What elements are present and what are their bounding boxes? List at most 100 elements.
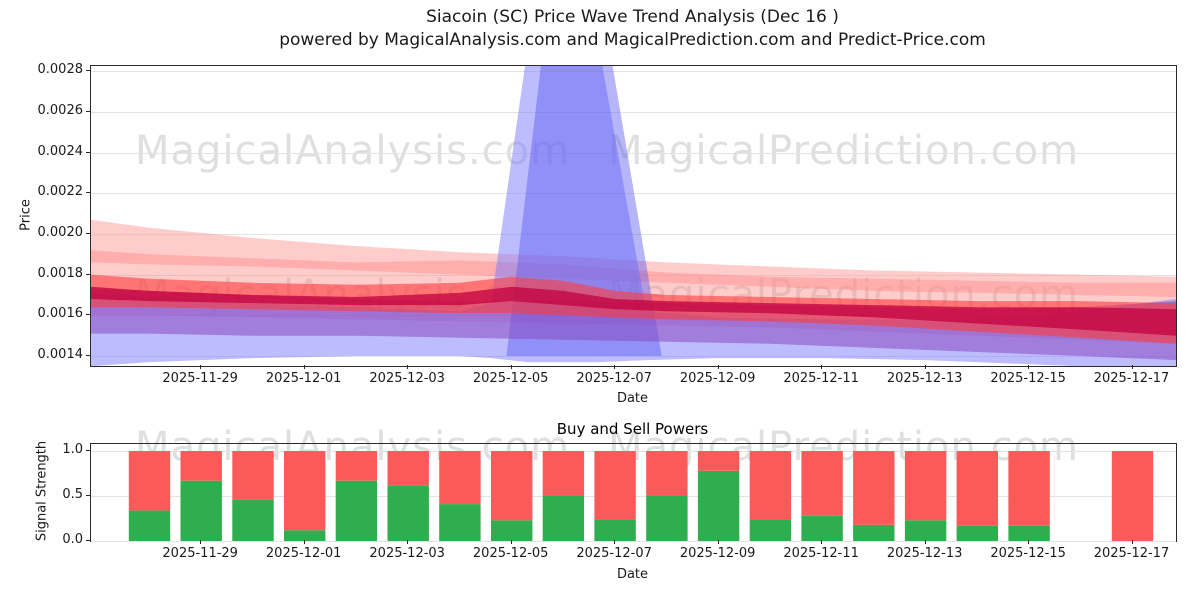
y-tick-label: 0.0014 xyxy=(37,347,84,362)
band-core-crimson xyxy=(91,286,1176,336)
x-tick-label: 2025-11-29 xyxy=(162,371,238,386)
y-tick-label: 0.0 xyxy=(62,532,83,547)
x-tick-label: 2025-12-11 xyxy=(783,546,859,561)
sell-bar-2025-12-05 xyxy=(491,451,533,521)
y-tick-mark xyxy=(86,540,90,541)
buy-bar-2025-12-14 xyxy=(956,525,998,541)
power-chart-title: Buy and Sell Powers xyxy=(556,420,709,438)
x-tick-label: 2025-12-09 xyxy=(679,371,756,386)
x-tick-label: 2025-12-17 xyxy=(1093,546,1170,561)
y-tick-label: 0.0020 xyxy=(37,224,84,240)
y-tick-mark xyxy=(86,495,90,496)
y-tick-mark xyxy=(86,232,90,234)
price-wave-bands xyxy=(91,66,1176,366)
y-tick-mark xyxy=(86,110,90,112)
figure-title: Siacoin (SC) Price Wave Trend Analysis (… xyxy=(426,7,839,27)
buy-bar-2025-12-05 xyxy=(491,520,533,541)
x-tick-label: 2025-12-11 xyxy=(783,371,859,386)
buy-bar-2025-12-15 xyxy=(1008,525,1050,541)
y-tick-mark xyxy=(86,355,90,356)
sell-bar-2025-12-09 xyxy=(697,451,740,471)
x-tick-label: 2025-12-07 xyxy=(576,546,652,561)
buy-bar-2025-12-13 xyxy=(904,520,947,541)
x-tick-label: 2025-12-15 xyxy=(990,371,1066,386)
price-x-axis-label: Date xyxy=(616,391,649,406)
x-tick-label: 2025-12-03 xyxy=(369,371,445,386)
band-outer-pink xyxy=(91,219,1176,297)
buy-bar-2025-11-28 xyxy=(128,510,171,541)
sell-bar-2025-12-06 xyxy=(542,451,585,496)
sell-bar-2025-12-03 xyxy=(387,451,429,486)
y-tick-label: 0.0018 xyxy=(37,265,84,281)
buy-bar-2025-11-30 xyxy=(232,499,274,541)
gridline xyxy=(91,541,1176,542)
buy-bar-2025-12-12 xyxy=(853,524,895,541)
figure-subtitle: powered by MagicalAnalysis.com and Magic… xyxy=(279,30,986,50)
sell-bar-2025-12-11 xyxy=(801,451,843,516)
x-tick-label: 2025-12-05 xyxy=(472,371,549,386)
x-tick-mark xyxy=(303,540,305,544)
x-tick-mark xyxy=(924,540,926,544)
x-tick-mark xyxy=(924,365,926,369)
y-tick-label: 0.5 xyxy=(62,487,83,502)
x-tick-mark xyxy=(200,365,202,369)
gridline xyxy=(91,193,1176,195)
sell-bar-2025-12-01 xyxy=(284,451,326,531)
x-tick-label: 2025-12-09 xyxy=(679,546,756,561)
x-tick-label: 2025-11-29 xyxy=(162,546,238,561)
buy-bar-2025-12-08 xyxy=(646,495,688,541)
x-tick-mark xyxy=(1131,540,1133,544)
sell-bar-2025-12-12 xyxy=(853,451,895,525)
x-tick-mark xyxy=(303,365,305,369)
x-tick-mark xyxy=(510,540,512,544)
y-tick-label: 0.0028 xyxy=(37,62,84,78)
sell-bar-2025-12-07 xyxy=(594,451,636,520)
y-tick-mark xyxy=(86,192,90,194)
sell-bar-2025-12-15 xyxy=(1008,451,1050,526)
buy-bar-2025-11-29 xyxy=(180,480,222,541)
sell-bar-2025-12-10 xyxy=(749,451,792,520)
watermark-analysis: MagicalAnalysis.com xyxy=(135,128,571,174)
y-tick-label: 0.0026 xyxy=(37,102,84,118)
x-tick-mark xyxy=(821,365,823,369)
x-tick-label: 2025-12-17 xyxy=(1093,371,1170,386)
y-tick-mark xyxy=(86,273,90,275)
x-tick-label: 2025-12-13 xyxy=(886,546,963,561)
x-tick-mark xyxy=(200,540,202,544)
x-tick-mark xyxy=(510,365,512,369)
x-tick-mark xyxy=(614,365,616,369)
x-tick-label: 2025-12-15 xyxy=(990,546,1066,561)
gridline xyxy=(91,152,1176,154)
y-tick-mark xyxy=(86,70,90,72)
buy-bar-2025-12-10 xyxy=(749,519,792,541)
y-tick-label: 0.0022 xyxy=(37,184,84,200)
x-tick-label: 2025-12-07 xyxy=(576,371,652,386)
x-tick-label: 2025-12-01 xyxy=(265,546,342,561)
x-tick-mark xyxy=(821,540,823,544)
sell-bar-2025-12-13 xyxy=(904,451,947,521)
gridline xyxy=(91,233,1176,235)
x-tick-mark xyxy=(614,540,616,544)
x-tick-mark xyxy=(717,365,719,369)
x-tick-label: 2025-12-05 xyxy=(472,546,549,561)
sell-bar-2025-12-08 xyxy=(646,451,688,496)
y-tick-label: 1.0 xyxy=(62,442,83,457)
buy-bar-2025-12-03 xyxy=(387,485,429,541)
sell-bar-2025-11-30 xyxy=(232,451,274,500)
buy-bar-2025-12-02 xyxy=(335,480,378,541)
buy-bar-2025-12-11 xyxy=(801,515,843,541)
x-tick-mark xyxy=(717,540,719,544)
x-tick-label: 2025-12-13 xyxy=(886,371,963,386)
x-tick-mark xyxy=(407,365,409,369)
y-tick-label: 0.0016 xyxy=(37,306,84,322)
buy-bar-2025-12-01 xyxy=(284,530,326,541)
sell-bar-2025-12-04 xyxy=(439,451,481,505)
watermark-prediction: MagicalPrediction.com xyxy=(608,128,1079,174)
gridline xyxy=(91,71,1176,73)
power-chart-plot-area xyxy=(90,443,1177,542)
x-tick-mark xyxy=(1131,365,1133,369)
buy-bar-2025-12-06 xyxy=(542,495,585,541)
sell-bar-2025-12-02 xyxy=(335,451,378,481)
x-tick-mark xyxy=(407,540,409,544)
buy-sell-bars xyxy=(128,451,1154,541)
